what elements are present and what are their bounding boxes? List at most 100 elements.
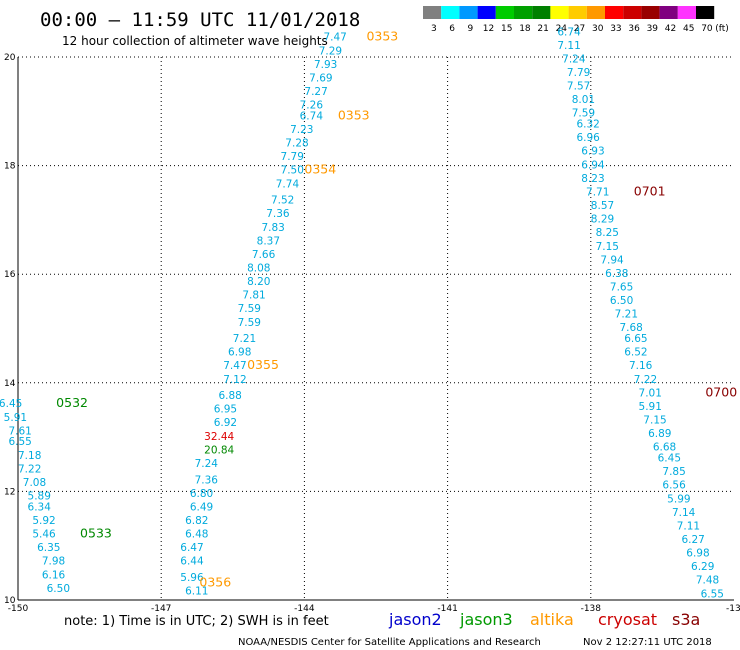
legend-label-12: 39 — [647, 24, 659, 34]
value-altika-2: 6.44 — [180, 556, 204, 568]
pass-time-altika-0: 0356 — [199, 574, 231, 589]
legend-swatch-13 — [659, 6, 678, 19]
value-s3a-41: 7.11 — [557, 40, 580, 52]
chart-title: 00:00 – 11:59 UTC 11/01/2018 — [40, 9, 360, 31]
value-jason3-11: 6.55 — [8, 436, 31, 448]
x-tick-label-3: -141 — [437, 604, 457, 614]
value-altika-8: 7.36 — [195, 474, 219, 486]
x-tick-label-1: -147 — [151, 604, 171, 614]
value-jason3-4: 5.46 — [32, 529, 56, 541]
legend-swatch-10 — [605, 6, 624, 19]
value-jason3-8: 7.08 — [23, 477, 46, 489]
x-tick-label-4: -138 — [581, 604, 602, 614]
value-altika-9: 7.24 — [195, 458, 219, 470]
satellite-label-altika: altika — [530, 610, 574, 629]
value-altika-40: 7.47 — [323, 32, 346, 44]
value-s3a-5: 7.11 — [677, 520, 700, 532]
x-tick-label-0: -150 — [8, 604, 29, 614]
value-altika-34: 6.74 — [300, 110, 324, 122]
legend-label-11: 36 — [628, 24, 640, 34]
satellite-legend: jason2 jason3 altika cryosat s3a — [388, 610, 700, 629]
value-s3a-26: 7.15 — [596, 241, 619, 253]
pass-time-jason3-1: 0532 — [56, 395, 88, 410]
value-altika-36: 7.27 — [304, 86, 327, 98]
value-s3a-9: 7.85 — [662, 466, 685, 478]
value-s3a-6: 7.14 — [672, 507, 696, 519]
footer-credit: NOAA/NESDIS Center for Satellite Applica… — [238, 637, 541, 648]
value-altika-39: 7.29 — [319, 45, 342, 57]
value-altika-27: 7.36 — [266, 208, 290, 220]
legend-swatch-5 — [514, 6, 533, 19]
satellite-label-jason2: jason2 — [388, 610, 442, 629]
value-s3a-27: 8.25 — [596, 227, 619, 239]
legend-swatch-0 — [423, 6, 442, 19]
value-jason3-13: 5.91 — [4, 412, 27, 424]
value-altika-16: 7.47 — [223, 360, 246, 372]
value-altika-22: 8.20 — [247, 276, 270, 288]
value-altika-6: 6.49 — [190, 501, 213, 513]
value-jason3-14: 6.45 — [0, 398, 22, 410]
value-altika-18: 7.21 — [233, 333, 256, 345]
value-altika-32: 7.28 — [285, 138, 308, 150]
value-s3a-16: 7.22 — [634, 374, 657, 386]
legend-label-0: 3 — [431, 24, 437, 34]
x-tick-label-5: -13 — [726, 604, 740, 614]
legend-swatch-3 — [477, 6, 496, 19]
value-altika-15: 7.12 — [223, 374, 246, 386]
legend-swatch-15 — [696, 6, 715, 19]
value-altika-25: 8.37 — [257, 235, 280, 247]
value-s3a-33: 6.93 — [581, 146, 604, 158]
value-s3a-30: 7.71 — [586, 186, 609, 198]
legend-label-2: 9 — [467, 24, 473, 34]
x-tick-label-2: -144 — [294, 604, 315, 614]
value-s3a-21: 7.21 — [615, 309, 638, 321]
pass-time-altika-3: 0353 — [338, 107, 370, 122]
value-s3a-4: 6.27 — [681, 534, 704, 546]
value-s3a-22: 6.50 — [610, 295, 633, 307]
pass-time-altika-1: 0355 — [247, 357, 279, 372]
y-tick-label-4: 18 — [4, 162, 16, 172]
value-jason3-6: 6.34 — [28, 501, 52, 513]
pass-time-s3a-1: 0700 — [705, 384, 737, 399]
value-s3a-15: 7.01 — [639, 387, 662, 399]
value-altika-37: 7.69 — [309, 72, 332, 84]
pass-time-altika-2: 0354 — [304, 162, 336, 177]
value-s3a-14: 5.91 — [639, 401, 662, 413]
value-altika-30: 7.50 — [281, 165, 304, 177]
value-jason3-5: 5.92 — [32, 515, 55, 527]
value-s3a-32: 6.94 — [581, 159, 605, 171]
legend-swatch-4 — [495, 6, 514, 19]
value-altika-26: 7.83 — [261, 222, 284, 234]
value-s3a-11: 6.68 — [653, 442, 676, 454]
value-altika-24: 7.66 — [252, 249, 276, 261]
plot-frame — [17, 57, 734, 601]
value-jason3-9: 7.22 — [18, 463, 41, 475]
value-jason3-10: 7.18 — [18, 450, 41, 462]
satellite-label-jason3: jason3 — [459, 610, 513, 629]
value-s3a-38: 7.57 — [567, 81, 590, 93]
legend-swatch-6 — [532, 6, 551, 19]
legend-label-1: 6 — [449, 24, 455, 34]
legend-label-7: 24 — [556, 24, 568, 34]
legend-label-5: 18 — [519, 24, 531, 34]
value-s3a-35: 6.32 — [576, 119, 599, 131]
value-altika-31: 7.79 — [281, 151, 304, 163]
satellite-label-cryosat: cryosat — [598, 610, 657, 629]
value-s3a-31: 8.23 — [581, 173, 604, 185]
data-points: 6.11 5.96 6.44 6.476.48 6.82 6.496.80 7.36 7.24… — [0, 26, 737, 600]
value-s3a-0: 6.55 — [701, 588, 724, 600]
legend-label-9: 30 — [592, 24, 604, 34]
value-jason3-2: 7.98 — [42, 556, 65, 568]
y-tick-label-0: 10 — [4, 596, 16, 606]
value-s3a-7: 5.99 — [667, 493, 690, 505]
pass-time-s3a-2: 0701 — [634, 183, 666, 198]
tick-labels: -150 -147 -144 -141 -138 -13 10 12 14 16 18 20 — [4, 53, 740, 614]
footer-note: note: 1) Time is in UTC; 2) SWH is in fe… — [64, 614, 329, 629]
value-s3a-42: 6.74 — [557, 26, 581, 38]
value-altika-5: 6.82 — [185, 515, 208, 527]
value-jason3-0: 6.50 — [47, 583, 70, 595]
value-s3a-19: 6.65 — [624, 333, 647, 345]
legend-label-3: 12 — [483, 24, 494, 34]
value-s3a-34: 6.96 — [576, 132, 600, 144]
legend-label-6: 21 — [537, 24, 548, 34]
